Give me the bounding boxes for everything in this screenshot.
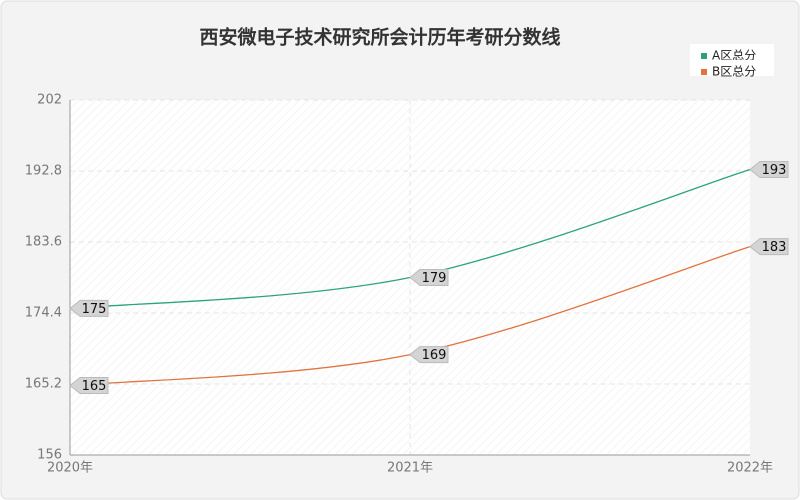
data-label: 183	[762, 240, 787, 255]
legend-bg	[690, 60, 774, 76]
x-tick-label: 2022年	[727, 461, 773, 476]
y-tick-label: 183.6	[25, 235, 62, 250]
data-label: 165	[82, 379, 107, 394]
data-label-bg	[69, 377, 109, 395]
legend-swatch	[701, 69, 707, 75]
data-label-bg	[409, 346, 449, 364]
x-tick-label: 2021年	[387, 461, 433, 476]
data-label-bg	[409, 269, 449, 286]
data-label: 175	[82, 302, 107, 317]
legend-bg	[690, 44, 774, 60]
y-tick-label: 174.4	[25, 306, 62, 321]
data-label: 179	[422, 271, 447, 286]
legend-label: B区总分	[712, 65, 756, 79]
y-tick-label: 202	[37, 93, 62, 108]
legend-label: A区总分	[712, 49, 756, 63]
data-label-bg	[749, 160, 789, 178]
data-label-bg	[749, 238, 789, 256]
legend-swatch	[701, 53, 707, 59]
chart-title: 西安微电子技术研究所会计历年考研分数线	[199, 26, 560, 49]
y-tick-label: 156	[37, 448, 62, 463]
x-tick-label: 2020年	[47, 461, 93, 476]
data-label: 169	[422, 348, 447, 363]
data-label-bg	[69, 299, 109, 317]
y-tick-label: 192.8	[25, 164, 62, 179]
data-label: 193	[762, 163, 787, 178]
y-tick-label: 165.2	[25, 377, 62, 392]
